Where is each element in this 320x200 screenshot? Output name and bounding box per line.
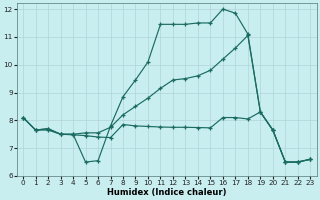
X-axis label: Humidex (Indice chaleur): Humidex (Indice chaleur)	[107, 188, 227, 197]
